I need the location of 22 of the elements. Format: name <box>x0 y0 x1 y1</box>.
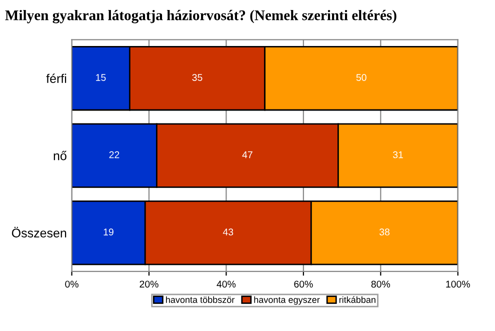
data-label: 19 <box>104 228 114 236</box>
y-tick-label: férfi <box>46 74 66 83</box>
data-label: 38 <box>379 228 390 236</box>
data-label: 22 <box>109 151 120 158</box>
x-tick-label: 80% <box>371 280 390 288</box>
legend-label: havonta többször <box>166 296 235 303</box>
data-label: 35 <box>192 74 202 81</box>
data-label: 43 <box>222 228 234 236</box>
x-tick-label: 20% <box>140 280 158 288</box>
data-label: 47 <box>242 151 252 158</box>
chart-title: Milyen gyakran látogatja háziorvosát? (Nemek szerinti eltérés) <box>5 10 396 24</box>
legend-label: ritkábban <box>339 296 376 303</box>
data-label: 15 <box>96 74 106 81</box>
y-tick-label: Összesen <box>12 226 66 238</box>
x-tick-label: 100% <box>446 280 470 288</box>
data-label: 31 <box>392 151 403 158</box>
y-tick-label: nő <box>54 150 66 160</box>
x-tick-label: 40% <box>216 280 236 288</box>
x-tick-label: 0% <box>65 280 78 288</box>
legend-label: havonta egyszer <box>254 296 320 305</box>
x-tick-label: 60% <box>294 280 313 288</box>
data-label: 50 <box>356 74 366 81</box>
